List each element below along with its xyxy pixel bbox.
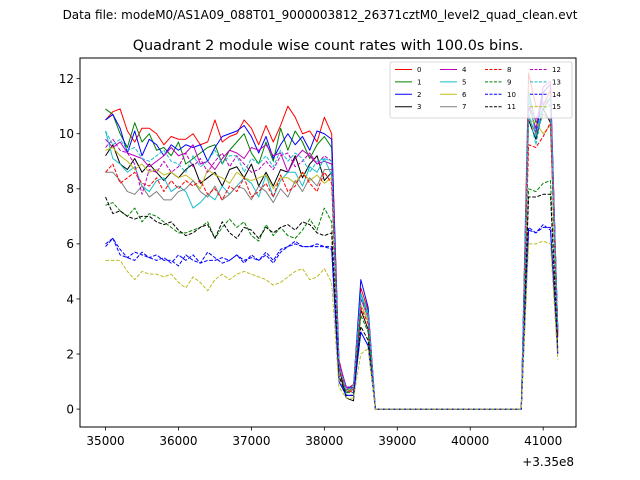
legend-label-3: 3	[417, 103, 421, 111]
y-tick-label: 6	[66, 237, 74, 251]
suptitle: Data file: modeM0/AS1A09_088T01_90000038…	[63, 8, 578, 22]
series-line-4	[105, 80, 559, 410]
x-tick-label: 37000	[232, 434, 270, 448]
series-line-9	[105, 180, 559, 410]
series-line-10	[105, 224, 559, 410]
legend-label-9: 9	[507, 78, 511, 86]
series-line-8	[105, 122, 559, 410]
legend-label-11: 11	[507, 103, 516, 111]
x-axis: 35000 36000 37000 38000 39000 40000 41000	[86, 427, 562, 448]
legend-label-7: 7	[462, 103, 466, 111]
legend-label-8: 8	[507, 66, 511, 74]
series-line-14	[105, 226, 559, 410]
series-line-15	[105, 240, 559, 410]
x-tick-label: 39000	[378, 434, 416, 448]
y-tick-label: 8	[66, 182, 74, 196]
chart-title: Quadrant 2 module wise count rates with …	[133, 38, 524, 54]
legend-label-1: 1	[417, 78, 421, 86]
legend-box	[389, 61, 573, 119]
y-tick-label: 2	[66, 347, 74, 361]
legend-label-4: 4	[462, 66, 467, 74]
x-offset-label: +3.35e8	[522, 455, 574, 469]
legend-label-15: 15	[552, 103, 561, 111]
legend-label-2: 2	[417, 91, 421, 99]
x-tick-label: 35000	[86, 434, 124, 448]
series-layer	[105, 72, 559, 410]
legend-label-12: 12	[552, 66, 561, 74]
x-tick-label: 36000	[159, 434, 197, 448]
plot-frame	[79, 57, 577, 428]
legend-label-14: 14	[552, 91, 561, 99]
y-tick-label: 10	[59, 127, 74, 141]
y-tick-label: 0	[66, 402, 74, 416]
x-tick-label: 41000	[524, 434, 562, 448]
y-tick-label: 4	[66, 292, 74, 306]
y-axis: 0 2 4 6 8 10 12	[59, 72, 80, 416]
x-tick-label: 40000	[451, 434, 489, 448]
legend-label-5: 5	[462, 78, 466, 86]
series-line-0	[105, 72, 559, 410]
y-tick-label: 12	[59, 72, 74, 86]
legend-label-6: 6	[462, 91, 467, 99]
series-line-11	[105, 193, 559, 410]
x-tick-label: 38000	[305, 434, 343, 448]
legend-label-0: 0	[417, 66, 421, 74]
legend-label-13: 13	[552, 78, 561, 86]
legend-label-10: 10	[507, 91, 516, 99]
